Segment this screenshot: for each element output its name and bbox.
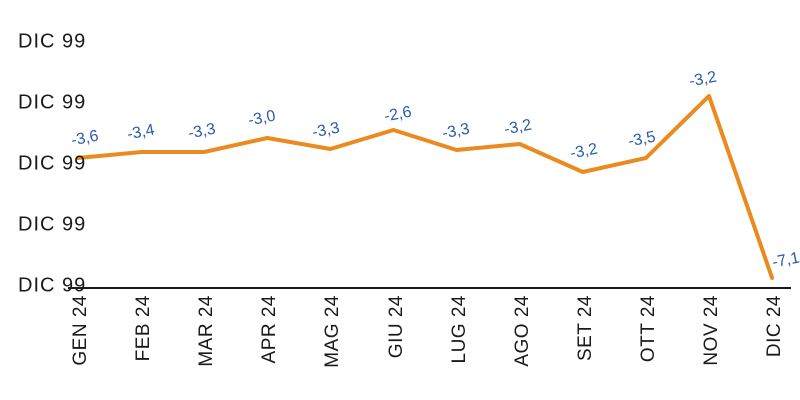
- x-axis-tick-label: SET 24: [574, 295, 596, 362]
- series-line: [76, 94, 775, 280]
- x-axis-tick-label: AGO 24: [511, 295, 533, 367]
- x-axis-tick-label: MAG 24: [322, 295, 344, 368]
- y-axis-tick-label: DIC 99: [18, 30, 87, 53]
- x-axis-tick-label: FEB 24: [133, 295, 155, 362]
- x-axis-tick-label: GIU 24: [385, 295, 407, 359]
- x-axis-tick-label: APR 24: [259, 295, 281, 364]
- y-axis-tick-label: DIC 99: [18, 274, 87, 297]
- y-axis-tick-label: DIC 99: [18, 152, 87, 175]
- x-axis-tick-label: DIC 24: [764, 295, 786, 358]
- x-axis-tick-label: OTT 24: [637, 295, 659, 363]
- x-axis-tick-label: GEN 24: [70, 295, 91, 366]
- x-axis-tick-label: MAR 24: [196, 295, 218, 367]
- x-axis-tick-label: NOV 24: [701, 295, 722, 366]
- y-axis-tick-label: DIC 99: [18, 91, 87, 114]
- x-axis-tick-label: LUG 24: [448, 295, 470, 364]
- y-axis-tick-label: DIC 99: [18, 213, 87, 236]
